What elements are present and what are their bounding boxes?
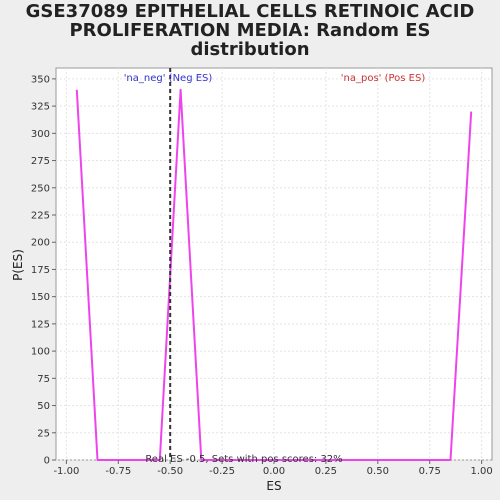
x-tick-label: 0.00 <box>263 466 285 477</box>
y-tick-label: 75 <box>37 374 50 385</box>
x-tick-label: 1.00 <box>470 466 492 477</box>
y-tick-label: 175 <box>31 265 50 276</box>
y-tick-label: 150 <box>31 292 50 303</box>
x-tick-label: 0.75 <box>419 466 441 477</box>
pos-es-annotation: 'na_pos' (Pos ES) <box>341 73 426 84</box>
y-tick-label: 25 <box>37 428 50 439</box>
footer-text: Real ES -0.5, Sets with pos scores: 32% <box>145 454 342 465</box>
y-tick-label: 100 <box>31 347 50 358</box>
x-tick-label: 0.25 <box>315 466 337 477</box>
x-tick-label: -0.50 <box>157 466 183 477</box>
y-tick-label: 50 <box>37 401 50 412</box>
y-tick-label: 300 <box>31 129 50 140</box>
y-tick-label: 125 <box>31 319 50 330</box>
y-tick-label: 275 <box>31 156 50 167</box>
x-axis-label: ES <box>266 479 281 493</box>
y-tick-label: 350 <box>31 74 50 85</box>
x-tick-label: -1.00 <box>53 466 79 477</box>
y-axis-ticks: 0 25 50 75 100 125 150 175 200 225 250 275 300 325 350 <box>31 74 56 466</box>
y-tick-label: 225 <box>31 211 50 222</box>
y-tick-label: 250 <box>31 183 50 194</box>
y-tick-label: 200 <box>31 238 50 249</box>
neg-es-annotation: 'na_neg' (Neg ES) <box>124 73 213 84</box>
y-tick-label: 0 <box>44 456 50 467</box>
x-tick-label: -0.25 <box>209 466 235 477</box>
x-tick-label: -0.75 <box>105 466 131 477</box>
y-axis-label: P(ES) <box>11 249 25 281</box>
x-tick-label: 0.50 <box>367 466 389 477</box>
y-tick-label: 325 <box>31 102 50 113</box>
